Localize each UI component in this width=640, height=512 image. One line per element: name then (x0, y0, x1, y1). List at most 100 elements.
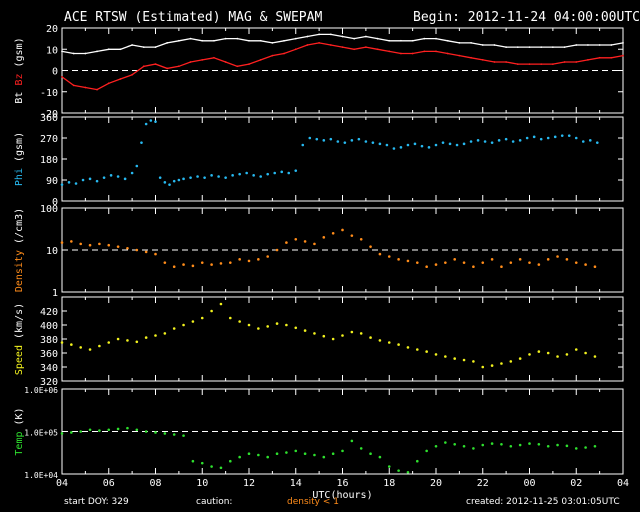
data-point (177, 65, 180, 68)
data-point (525, 136, 529, 140)
data-point (210, 309, 213, 313)
data-point (210, 263, 213, 266)
data-point (119, 48, 122, 51)
data-point (163, 332, 167, 335)
x-tick-label: 18 (383, 478, 395, 489)
data-point (60, 241, 64, 244)
x-tick-label: 14 (290, 478, 302, 489)
data-point (574, 447, 578, 450)
data-point (273, 171, 277, 175)
data-point (425, 449, 428, 453)
data-point (500, 265, 503, 269)
data-point (126, 339, 129, 342)
series-bt (61, 33, 624, 55)
data-point (259, 39, 262, 42)
data-point (584, 351, 587, 355)
data-point (322, 334, 326, 338)
data-point (154, 120, 157, 123)
data-point (387, 465, 391, 468)
data-point (275, 322, 279, 325)
data-point (130, 171, 134, 175)
data-point (257, 327, 260, 330)
x-tick-label: 02 (570, 478, 582, 489)
y-tick-label: -20 (40, 109, 58, 120)
data-point (434, 353, 438, 356)
data-point (420, 144, 424, 148)
data-point (406, 143, 410, 147)
data-point (331, 337, 335, 341)
data-point (294, 449, 298, 453)
y-tick-label: 90 (46, 176, 58, 187)
data-point (336, 140, 340, 143)
data-point (518, 258, 522, 261)
data-point (397, 258, 400, 261)
data-point (341, 35, 344, 38)
data-point (359, 237, 363, 241)
data-point (229, 316, 232, 320)
data-point (350, 330, 354, 334)
data-point (154, 334, 157, 337)
data-point (96, 50, 98, 53)
data-point (213, 56, 215, 59)
data-point (280, 170, 284, 174)
data-point (257, 258, 260, 261)
data-point (416, 261, 419, 264)
data-point (144, 430, 148, 433)
data-point (166, 67, 169, 70)
data-point (322, 236, 326, 239)
data-point (247, 323, 251, 327)
y-tick-label: 100 (40, 204, 58, 215)
data-point (135, 428, 139, 432)
data-point (266, 172, 270, 176)
data-point (551, 46, 554, 49)
data-point (537, 350, 541, 353)
data-point (217, 175, 220, 178)
data-point (238, 172, 241, 176)
data-point (245, 171, 248, 175)
data-point (224, 37, 227, 40)
data-point (308, 136, 312, 140)
data-point (397, 469, 400, 472)
y-axis-label: Bt Bz (gsm) (14, 37, 25, 103)
data-point (238, 320, 241, 323)
y-axis-label-part: Density (14, 250, 25, 292)
data-point (248, 39, 250, 42)
data-point (364, 35, 367, 38)
start-doy: start DOY: 329 (64, 497, 129, 507)
y-tick-label: 10 (46, 246, 58, 257)
data-point (385, 143, 389, 147)
data-point (144, 122, 148, 126)
data-point (481, 443, 485, 447)
data-point (224, 61, 227, 63)
y-axis-label: Density (/cm3) (14, 208, 25, 292)
data-point (213, 39, 215, 42)
data-point (201, 39, 204, 42)
panel-frame (61, 116, 624, 202)
y-axis-label-part: (K) (14, 407, 25, 431)
y-tick-label: 380 (40, 335, 58, 346)
data-point (493, 61, 496, 63)
data-point (588, 139, 592, 142)
data-point (490, 442, 494, 445)
data-point (196, 175, 199, 178)
data-point (406, 259, 410, 263)
data-point (556, 355, 559, 358)
data-point (200, 316, 204, 320)
data-point (500, 362, 503, 365)
data-point (574, 261, 578, 264)
data-point (406, 346, 410, 349)
data-point (584, 446, 587, 449)
data-point (565, 444, 569, 448)
data-point (329, 44, 332, 46)
data-point (565, 258, 569, 261)
data-point (574, 136, 578, 140)
data-point (540, 63, 543, 66)
data-point (107, 48, 110, 51)
panel-speed: 320 340 360 380 400 420 Speed (km/s) (14, 296, 624, 388)
data-point (537, 442, 541, 446)
data-point (247, 452, 251, 456)
chart-title: ACE RTSW (Estimated) MAG & SWEPAM (64, 10, 323, 25)
data-point (154, 252, 157, 256)
data-point (70, 431, 73, 434)
